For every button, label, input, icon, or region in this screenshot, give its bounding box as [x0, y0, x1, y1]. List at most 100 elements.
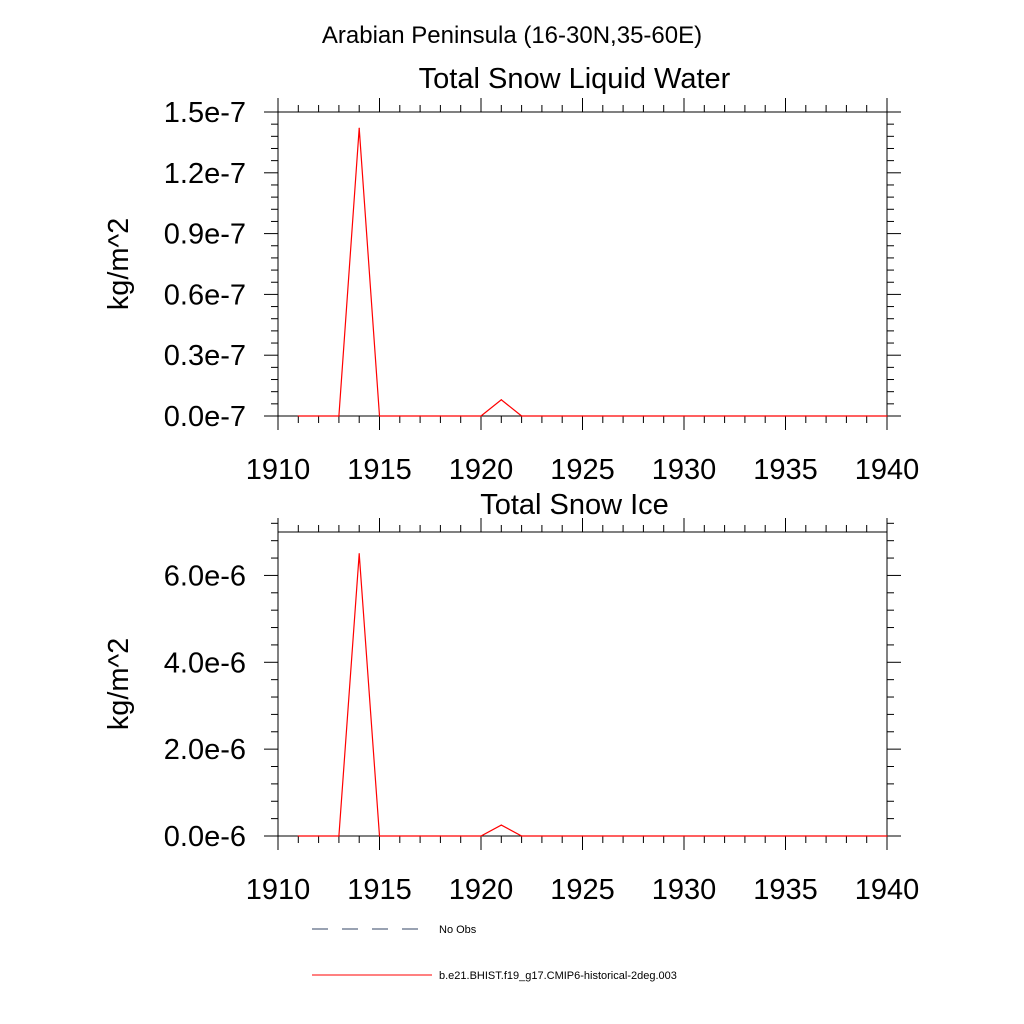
chart-title: Total Snow Liquid Water [419, 63, 731, 95]
y-tick-label: 4.0e-6 [164, 647, 246, 679]
x-tick-label: 1920 [449, 454, 514, 486]
data-point [703, 415, 705, 417]
data-point [845, 415, 848, 417]
data-point [521, 415, 523, 417]
x-tick-label: 1935 [753, 874, 818, 906]
y-tick-label: 0.9e-7 [164, 219, 246, 251]
y-tick-label: 6.0e-6 [164, 560, 246, 592]
data-point [602, 835, 604, 837]
figure-suptitle: Arabian Peninsula (16-30N,35-60E) [322, 22, 702, 49]
data-point [541, 415, 543, 417]
legend: No Obs b.e21.BHIST.f19_g17.CMIP6-historic… [312, 924, 677, 982]
data-point [358, 127, 360, 129]
x-tick-label: 1935 [753, 454, 818, 486]
y-tick-label: 0.0e-6 [164, 821, 246, 853]
data-point [358, 553, 360, 555]
y-tick-label: 1.2e-7 [164, 158, 246, 190]
data-point [581, 415, 584, 417]
data-point [724, 415, 726, 417]
y-tick-label: 0.6e-7 [164, 279, 246, 311]
x-tick-label: 1940 [855, 454, 920, 486]
data-point [480, 415, 482, 417]
data-point [500, 824, 502, 826]
data-point [744, 835, 746, 837]
data-point [439, 835, 441, 837]
data-point [581, 835, 584, 837]
data-point [724, 835, 726, 837]
legend-label: b.e21.BHIST.f19_g17.CMIP6-historical-2de… [439, 970, 677, 982]
data-point [338, 835, 340, 837]
data-point [460, 415, 462, 417]
data-point [663, 415, 665, 417]
y-tick-label: 0.3e-7 [164, 340, 246, 372]
data-point [663, 835, 665, 837]
x-tick-label: 1915 [347, 874, 412, 906]
data-point [764, 415, 766, 417]
data-point [764, 835, 766, 837]
data-point [378, 835, 381, 837]
data-point [642, 415, 645, 417]
series-line [298, 128, 887, 417]
data-point [825, 415, 827, 417]
data-point [419, 415, 421, 417]
data-point [784, 835, 787, 837]
data-point [886, 415, 888, 417]
data-point [439, 415, 441, 417]
data-point [886, 835, 888, 837]
x-tick-label: 1915 [347, 454, 412, 486]
data-point [866, 835, 868, 837]
plot-frame [277, 531, 888, 837]
data-point [399, 835, 401, 837]
chart-panel-1: Total Snow Liquid Water 1910 1915 1920 1925 1… [103, 63, 919, 486]
data-point [683, 415, 685, 417]
data-point [866, 415, 868, 417]
data-point [338, 415, 340, 417]
legend-label: No Obs [439, 924, 477, 936]
data-point [825, 835, 827, 837]
data-point [500, 399, 502, 401]
data-point [744, 415, 746, 417]
data-point [541, 835, 543, 837]
data-point [419, 835, 421, 837]
legend-entry-1: No Obs [312, 924, 477, 936]
x-tick-label: 1930 [652, 454, 717, 486]
x-tick-label: 1920 [449, 874, 514, 906]
data-point [378, 415, 381, 417]
data-point [460, 835, 462, 837]
x-tick-label: 1910 [246, 874, 311, 906]
data-point [318, 415, 320, 417]
data-point [622, 415, 624, 417]
data-point [297, 415, 299, 417]
x-tick-label: 1925 [550, 874, 615, 906]
data-point [480, 835, 482, 837]
y-tick-label: 2.0e-6 [164, 734, 246, 766]
data-point [845, 835, 848, 837]
data-point [602, 415, 604, 417]
y-tick-label: 1.5e-7 [164, 97, 246, 129]
y-tick-label: 0.0e-7 [164, 401, 246, 433]
series-line [298, 553, 887, 837]
data-point [703, 835, 705, 837]
data-point [642, 835, 645, 837]
data-point [805, 835, 807, 837]
chart-panel-2: Total Snow Ice 1910 1915 1920 1925 1930 1935 19… [103, 489, 919, 906]
data-point [561, 415, 563, 417]
x-tick-label: 1940 [855, 874, 920, 906]
x-tick-label: 1910 [246, 454, 311, 486]
chart-panels: Total Snow Liquid Water 1910 1915 1920 1925 1… [103, 63, 919, 906]
data-point [622, 835, 624, 837]
legend-entry-2: b.e21.BHIST.f19_g17.CMIP6-historical-2de… [312, 970, 677, 982]
data-point [805, 415, 807, 417]
data-point [683, 835, 685, 837]
data-point [561, 835, 563, 837]
y-axis-label: kg/m^2 [103, 218, 135, 311]
data-point [784, 415, 787, 417]
data-point [297, 835, 299, 837]
data-point [399, 415, 401, 417]
chart-title: Total Snow Ice [480, 489, 669, 521]
x-tick-label: 1925 [550, 454, 615, 486]
x-tick-label: 1930 [652, 874, 717, 906]
data-point [318, 835, 320, 837]
y-axis-label: kg/m^2 [103, 638, 135, 731]
